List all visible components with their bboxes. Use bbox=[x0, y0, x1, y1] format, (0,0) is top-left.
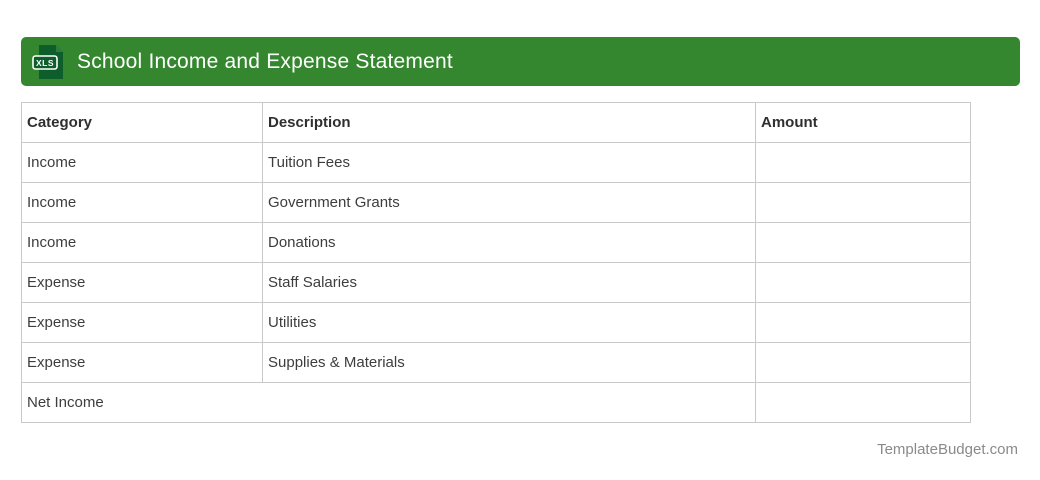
column-header-description: Description bbox=[262, 102, 756, 143]
column-header-amount: Amount bbox=[755, 102, 971, 143]
category-cell: Expense bbox=[21, 342, 263, 383]
description-cell: Supplies & Materials bbox=[262, 342, 756, 383]
description-cell: Government Grants bbox=[262, 182, 756, 223]
net-income-row: Net Income bbox=[21, 382, 971, 423]
category-cell: Expense bbox=[21, 262, 263, 303]
table-row: Income Government Grants bbox=[21, 182, 971, 223]
description-cell: Donations bbox=[262, 222, 756, 263]
amount-cell bbox=[755, 342, 971, 383]
income-expense-table: Category Description Amount Income Tuiti… bbox=[21, 102, 971, 423]
table-row: Income Tuition Fees bbox=[21, 142, 971, 183]
category-cell: Income bbox=[21, 142, 263, 183]
category-cell: Income bbox=[21, 222, 263, 263]
description-cell: Utilities bbox=[262, 302, 756, 343]
description-cell: Staff Salaries bbox=[262, 262, 756, 303]
description-cell: Tuition Fees bbox=[262, 142, 756, 183]
column-header-category: Category bbox=[21, 102, 263, 143]
amount-cell bbox=[755, 302, 971, 343]
table-row: Expense Utilities bbox=[21, 302, 971, 343]
category-cell: Expense bbox=[21, 302, 263, 343]
table-row: Expense Supplies & Materials bbox=[21, 342, 971, 383]
page-title: School Income and Expense Statement bbox=[77, 50, 453, 73]
net-income-amount-cell bbox=[755, 382, 971, 423]
table-row: Expense Staff Salaries bbox=[21, 262, 971, 303]
amount-cell bbox=[755, 182, 971, 223]
table-header-row: Category Description Amount bbox=[21, 102, 971, 143]
amount-cell bbox=[755, 222, 971, 263]
net-income-label-cell: Net Income bbox=[21, 382, 756, 423]
title-bar: XLS School Income and Expense Statement bbox=[21, 37, 1020, 86]
amount-cell bbox=[755, 142, 971, 183]
amount-cell bbox=[755, 262, 971, 303]
category-cell: Income bbox=[21, 182, 263, 223]
table-row: Income Donations bbox=[21, 222, 971, 263]
watermark-text: TemplateBudget.com bbox=[877, 441, 1018, 458]
xls-file-icon: XLS bbox=[32, 44, 63, 79]
xls-icon-label: XLS bbox=[36, 58, 54, 68]
